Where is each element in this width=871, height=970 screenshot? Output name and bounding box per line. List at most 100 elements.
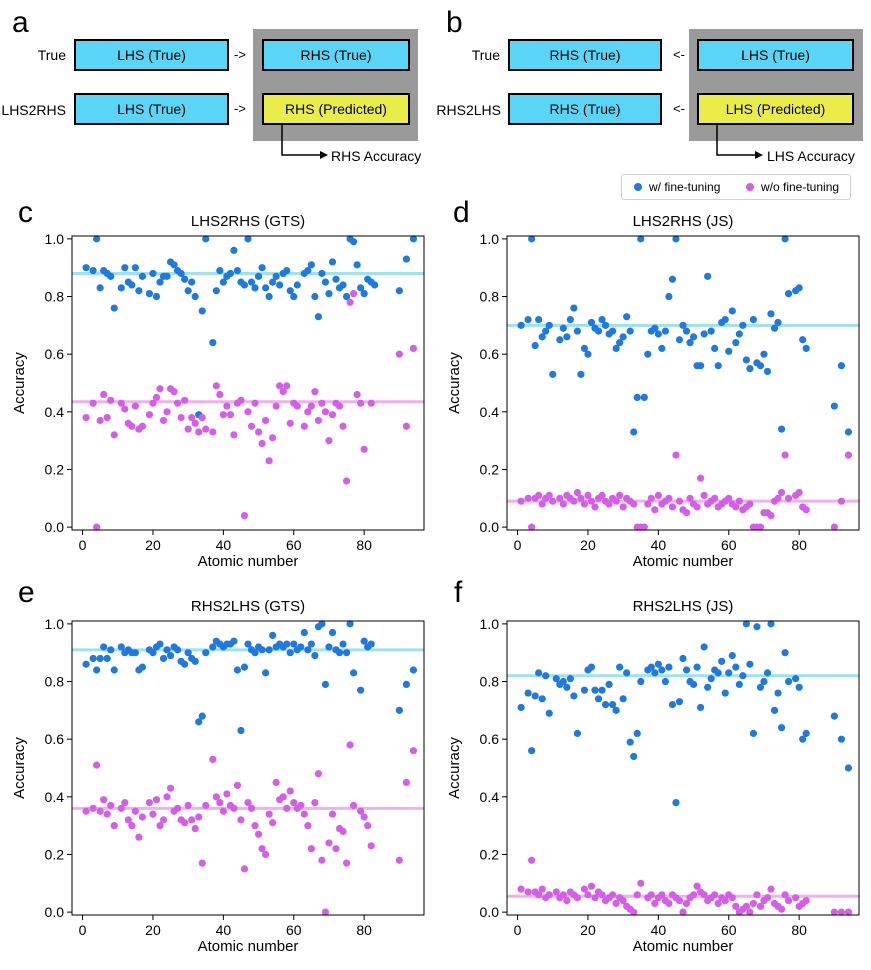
point-with-fine-tuning [100,643,108,651]
point-with-fine-tuning [276,281,284,289]
point-with-fine-tuning [328,628,337,637]
point-with-fine-tuning [283,266,291,275]
y-tick-label: 0.2 [480,846,500,862]
point-with-fine-tuning [749,729,757,738]
point-without-fine-tuning [735,497,743,505]
point-with-fine-tuning [339,640,347,648]
point-with-fine-tuning [647,663,655,671]
point-without-fine-tuning [244,408,252,416]
point-with-fine-tuning [360,637,368,645]
point-with-fine-tuning [725,669,733,677]
point-without-fine-tuning [630,908,638,916]
y-tick-label: 0.0 [480,519,500,535]
point-without-fine-tuning [528,523,536,531]
point-with-fine-tuning [314,313,322,321]
point-without-fine-tuning [774,494,782,502]
point-with-fine-tuning [830,402,838,410]
point-with-fine-tuning [212,287,220,295]
point-with-fine-tuning [209,339,217,347]
point-without-fine-tuning [732,503,740,511]
point-without-fine-tuning [598,891,606,899]
point-with-fine-tuning [598,315,606,324]
y-axis-label: Accuracy [446,737,463,799]
point-with-fine-tuning [563,683,571,691]
point-without-fine-tuning [269,819,277,827]
point-with-fine-tuning [237,726,245,735]
chart-title: LHS2RHS (GTS) [191,213,305,230]
point-with-fine-tuning [357,686,365,694]
point-with-fine-tuning [145,290,154,298]
point-with-fine-tuning [665,663,673,671]
point-without-fine-tuning [82,413,90,422]
point-without-fine-tuning [191,824,199,833]
y-tick-label: 0.6 [480,731,500,747]
chart-lhs2rhs-js: LHS2RHS (JS) 0 20 40 60 80 0.0 0.2 0.4 0.6 0.8 1.0 A… [446,213,860,570]
point-with-fine-tuning [760,677,768,686]
point-with-fine-tuning [262,284,270,292]
point-with-fine-tuning [714,669,722,677]
point-with-fine-tuning [138,663,146,671]
point-with-fine-tuning [594,695,603,703]
rhs-accuracy-label: RHS Accuracy [331,148,422,164]
point-with-fine-tuning [774,318,782,327]
point-with-fine-tuning [258,264,266,272]
point-with-fine-tuning [202,649,210,657]
point-without-fine-tuning [138,813,146,821]
point-with-fine-tuning [753,623,761,631]
row-label-rhs2lhs: RHS2LHS [436,102,501,118]
point-with-fine-tuning [749,315,757,324]
x-axis-label: Atomic number [633,938,734,955]
x-tick-label: 0 [79,537,87,553]
point-with-fine-tuning [714,362,722,370]
point-with-fine-tuning [272,272,280,280]
point-without-fine-tuning [159,416,168,425]
point-with-fine-tuning [591,686,599,694]
point-without-fine-tuning [307,402,315,410]
point-with-fine-tuning [573,327,581,335]
point-without-fine-tuning [767,885,775,893]
point-without-fine-tuning [181,819,189,827]
point-without-fine-tuning [746,908,754,916]
point-without-fine-tuning [110,822,118,830]
legend-marker-with [634,183,642,191]
point-with-fine-tuning [409,666,418,674]
y-tick-label: 0.8 [480,289,500,305]
point-without-fine-tuning [89,804,97,812]
point-without-fine-tuning [552,888,560,896]
point-with-fine-tuning [335,649,344,657]
point-with-fine-tuning [661,327,669,335]
point-with-fine-tuning [728,307,736,315]
point-with-fine-tuning [763,367,772,376]
point-without-fine-tuning [409,344,418,353]
point-with-fine-tuning [735,330,743,338]
point-without-fine-tuning [756,523,765,531]
point-with-fine-tuning [325,643,333,651]
point-without-fine-tuning [658,891,666,899]
point-without-fine-tuning [198,413,206,422]
x-tick-label: 60 [721,922,737,938]
point-with-fine-tuning [651,324,659,332]
point-with-fine-tuning [307,640,315,648]
point-without-fine-tuning [612,497,620,505]
point-with-fine-tuning [191,657,199,665]
point-without-fine-tuning [279,793,287,801]
point-without-fine-tuning [792,894,800,902]
point-without-fine-tuning [605,500,613,508]
point-with-fine-tuning [584,350,592,358]
point-with-fine-tuning [721,689,729,697]
point-without-fine-tuning [184,425,192,433]
point-with-fine-tuning [837,362,845,370]
y-tick-label: 0.0 [480,904,500,920]
point-without-fine-tuning [357,807,365,815]
point-with-fine-tuning [697,703,705,712]
y-tick-label: 1.0 [45,231,65,247]
point-with-fine-tuning [181,660,189,668]
point-with-fine-tuning [131,264,139,272]
x-tick-label: 80 [356,922,372,938]
point-with-fine-tuning [746,660,754,668]
point-without-fine-tuning [89,399,97,407]
point-with-fine-tuning [226,269,234,278]
point-without-fine-tuning [325,437,333,445]
point-with-fine-tuning [542,672,550,680]
point-with-fine-tuning [163,646,171,654]
